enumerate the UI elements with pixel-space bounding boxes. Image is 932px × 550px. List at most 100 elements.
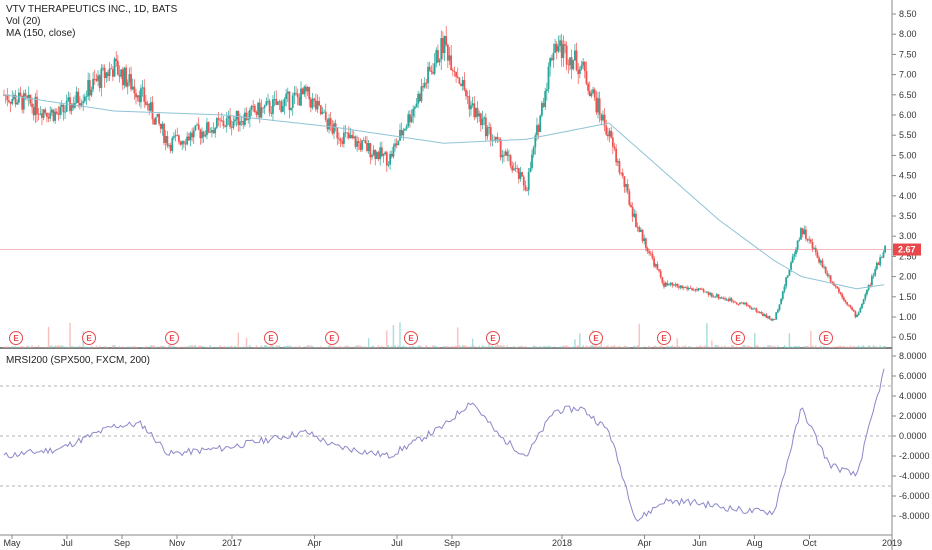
candle-body (124, 68, 126, 85)
candle-body (543, 103, 545, 107)
volume-bar (764, 346, 765, 348)
price-tick-label: 7.00 (899, 70, 917, 80)
volume-bar (644, 346, 645, 348)
volume-bar (769, 345, 770, 348)
volume-bar (413, 346, 414, 348)
candle-body (723, 298, 725, 299)
volume-bar (452, 346, 453, 348)
volume-bar (724, 345, 725, 348)
volume-bar (236, 347, 237, 348)
time-tick-label: Jun (692, 538, 707, 548)
candle-body (607, 135, 609, 137)
volume-bar (388, 345, 389, 348)
volume-bar (373, 346, 374, 348)
candle-body (592, 89, 594, 93)
candle-body (861, 304, 863, 308)
candle-body (160, 124, 162, 129)
candle-body (201, 132, 203, 138)
volume-bar (229, 346, 230, 348)
candle-body (140, 88, 142, 102)
candle-body (185, 144, 187, 145)
candle-body (277, 102, 279, 105)
volume-bar (246, 338, 247, 348)
time-tick-label: Sep (114, 538, 130, 548)
candle-body (251, 106, 253, 110)
candle-body (732, 301, 734, 302)
candle-body (726, 299, 728, 300)
price-tick-label: 7.50 (899, 49, 917, 59)
volume-bar (690, 346, 691, 348)
volume-bar (79, 345, 80, 348)
volume-bar (409, 346, 410, 348)
candle-body (747, 305, 749, 306)
candle-body (881, 257, 883, 258)
volume-bar (574, 339, 575, 348)
indicator-tick-label: -4.0000 (899, 471, 930, 481)
candle-body (155, 117, 157, 124)
candle-body (775, 312, 777, 319)
candle-body (38, 114, 40, 115)
candle-body (457, 77, 459, 78)
volume-bar (860, 347, 861, 348)
volume-bar (761, 347, 762, 348)
volume-bar (327, 347, 328, 348)
candle-body (487, 127, 489, 136)
candle-body (209, 132, 211, 133)
volume-bar (31, 345, 32, 348)
volume-bar (708, 346, 709, 348)
candle-body (378, 152, 380, 159)
volume-bar (845, 347, 846, 348)
volume-bar (507, 345, 508, 348)
candle-body (204, 135, 206, 136)
volume-bar (64, 347, 65, 348)
volume-bar (177, 347, 178, 348)
volume-bar (167, 347, 168, 348)
earnings-marker-label: E (86, 334, 92, 343)
volume-bar (848, 347, 849, 348)
candle-body (668, 284, 670, 285)
candle-body (10, 102, 12, 104)
candle-body (289, 92, 291, 110)
candle-body (302, 89, 304, 95)
volume-bar (257, 347, 258, 348)
volume-bar (444, 346, 445, 348)
candle-body (693, 290, 695, 291)
volume-bar (120, 347, 121, 348)
volume-bar (454, 347, 455, 348)
volume-bar (150, 345, 151, 348)
candle-body (587, 84, 589, 91)
candle-body (538, 125, 540, 132)
volume-bar (436, 346, 437, 348)
indicator-tick-label: -8.0000 (899, 511, 930, 521)
earnings-marker-label: E (268, 334, 274, 343)
candle-body (807, 239, 809, 241)
candle-body (195, 125, 197, 130)
candle-body (66, 101, 68, 112)
volume-bar (546, 346, 547, 348)
candle-body (267, 101, 269, 102)
volume-bar (307, 345, 308, 348)
volume-bar (500, 345, 501, 348)
candle-body (657, 264, 659, 269)
candle-body (615, 149, 617, 163)
volume-bar (490, 346, 491, 348)
volume-bar (884, 346, 885, 348)
candle-body (572, 60, 574, 69)
volume-bar (322, 347, 323, 348)
candle-body (371, 155, 373, 157)
candle-body (284, 99, 286, 106)
volume-bar (465, 346, 466, 348)
volume-bar (134, 346, 135, 348)
indicator-tick-label: 0.0000 (899, 431, 927, 441)
candle-body (505, 152, 507, 156)
candle-body (165, 136, 167, 143)
volume-bar (168, 345, 169, 348)
mrsi-line (4, 369, 884, 521)
candle-body (252, 106, 254, 107)
indicator-tick-label: 4.0000 (899, 391, 927, 401)
volume-bar (368, 338, 369, 348)
volume-bar (733, 345, 734, 348)
earnings-marker-label: E (13, 334, 19, 343)
candle-body (297, 94, 299, 98)
